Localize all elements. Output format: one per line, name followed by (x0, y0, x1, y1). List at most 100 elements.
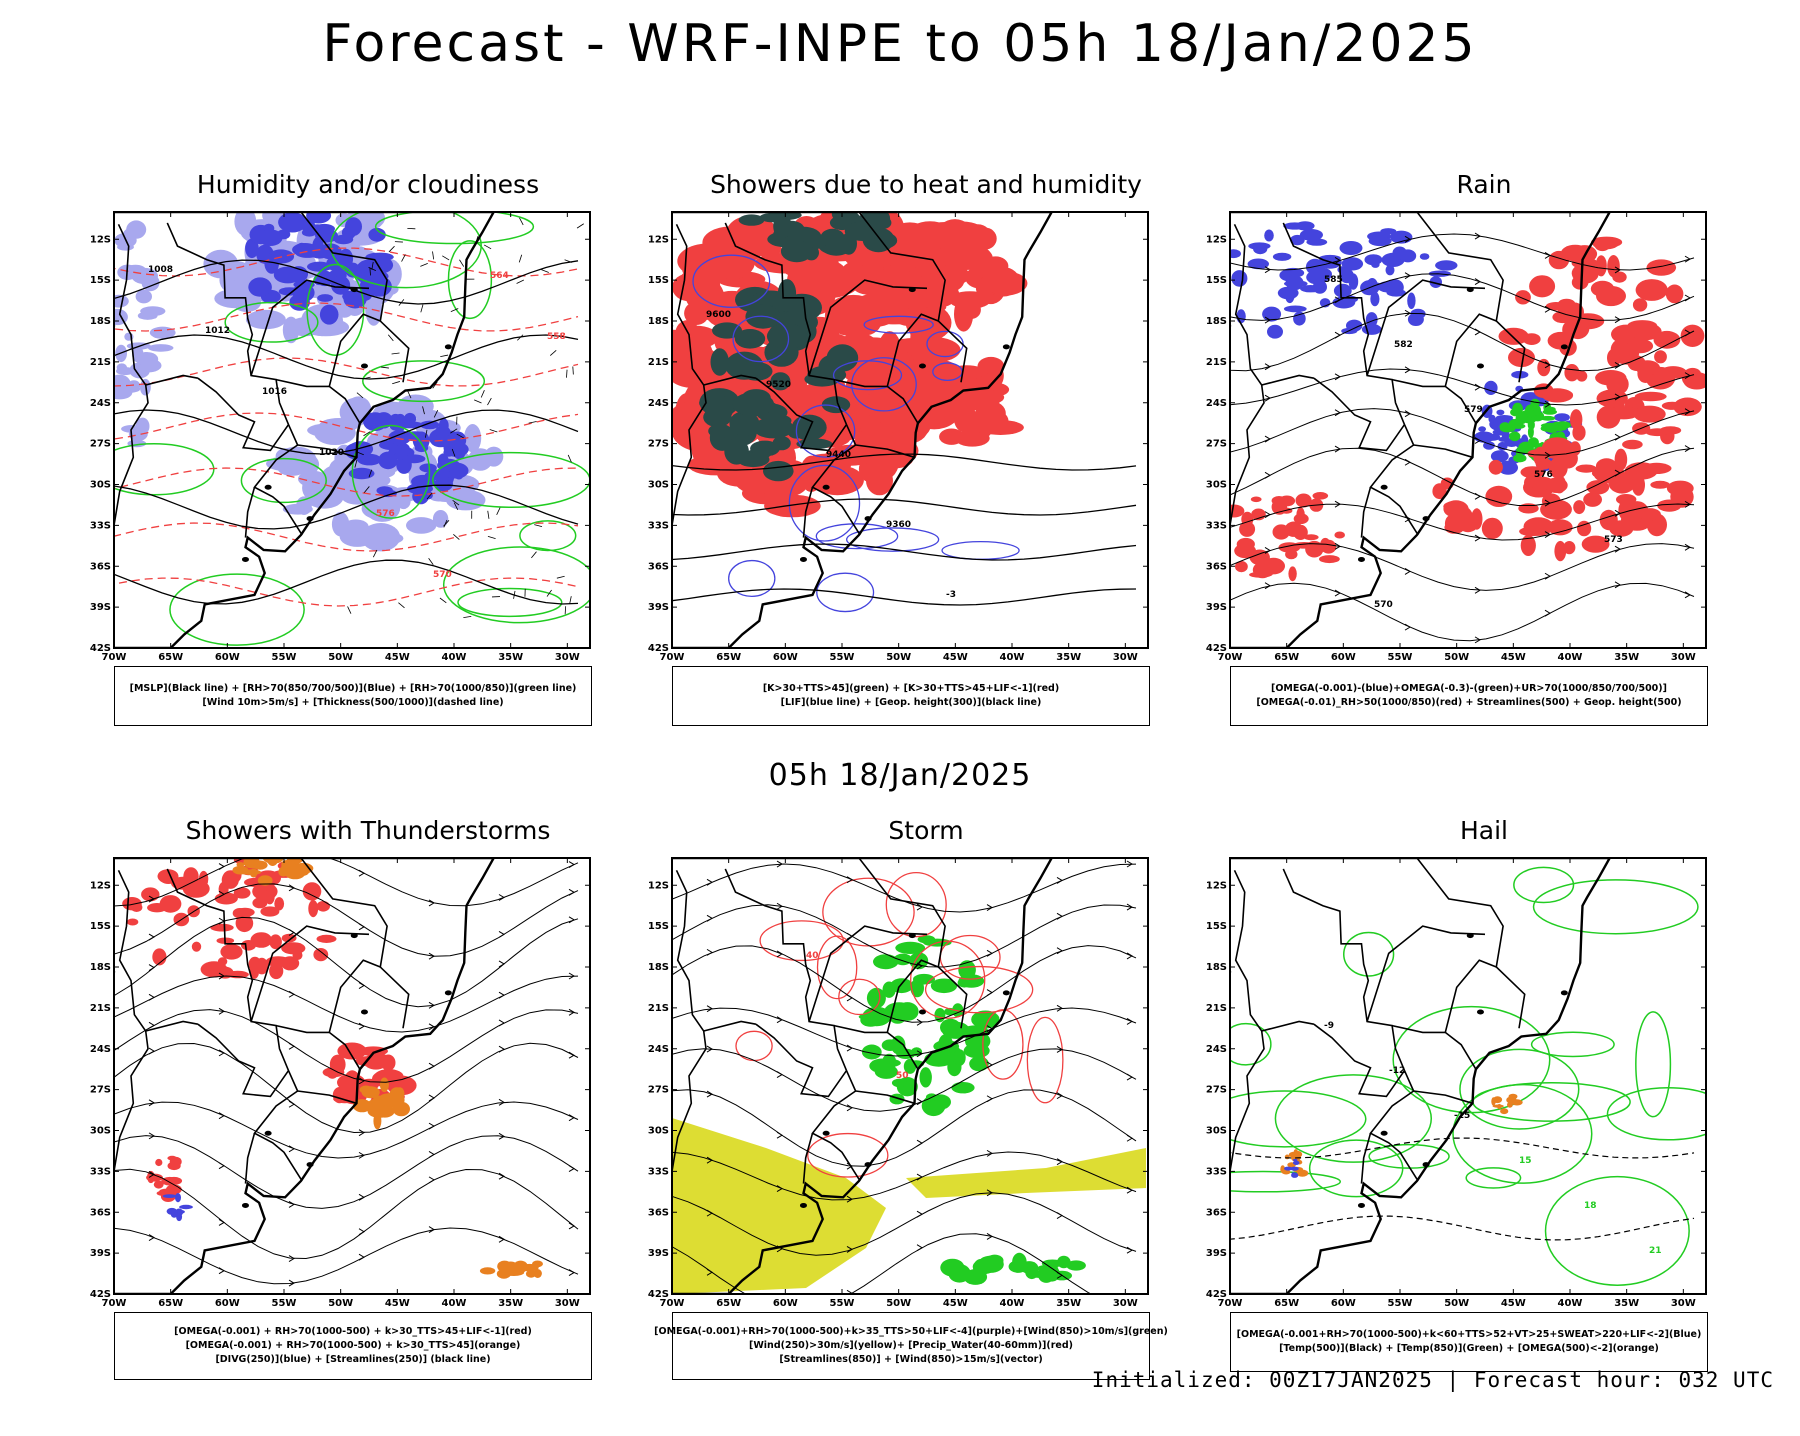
omega-red (1666, 285, 1684, 304)
kts-green (724, 438, 749, 464)
contour-label: 1012 (205, 326, 230, 336)
lon-label: 35W (1614, 652, 1639, 662)
contour-label: 570 (433, 570, 452, 580)
rh-blue-dark (427, 470, 453, 479)
contour-label: 50 (896, 1071, 909, 1081)
lon-label: 50W (1444, 652, 1469, 662)
omega-red (1596, 458, 1617, 474)
lon-label: 60W (215, 1298, 240, 1308)
omega-blue (1340, 241, 1363, 255)
lake (823, 1131, 830, 1136)
rh-blue-dark (317, 294, 333, 302)
omega-red (1570, 409, 1582, 430)
lat-label: 24S (1206, 398, 1227, 409)
lon-label: 40W (442, 1298, 467, 1308)
lat-label: 15S (648, 921, 669, 932)
storm-red (249, 957, 262, 971)
lat-label: 24S (90, 398, 111, 409)
hail-map: -9-12-1515182112S15S18S21S24S27S30S33S36… (1204, 848, 1764, 1308)
map-background (1230, 858, 1706, 1294)
contour-label: 21 (1649, 1246, 1662, 1256)
wind-green (940, 1019, 961, 1036)
lat-label: 21S (648, 357, 669, 368)
wind-green (894, 954, 912, 966)
kts-green (778, 279, 796, 307)
rh-blue-light (361, 523, 400, 551)
omega-red (1636, 279, 1668, 301)
panel-legend: [MSLP](Black line) + [RH>70(850/700/500)… (114, 666, 592, 726)
contour-label: 582 (1394, 340, 1413, 350)
omega-red (1650, 481, 1670, 489)
lat-label: 33S (648, 1166, 669, 1177)
wind-green (873, 954, 898, 969)
lon-label: 55W (830, 1298, 855, 1308)
omega-blue (1337, 266, 1345, 273)
lake (1003, 344, 1010, 349)
lake (909, 287, 916, 292)
panel-title: Showers due to heat and humidity (646, 170, 1206, 199)
storm-orange (233, 866, 249, 875)
contour-label: 570 (1374, 600, 1393, 610)
lon-label: 35W (498, 1298, 523, 1308)
lake (307, 516, 314, 521)
omega-orange (1493, 1096, 1502, 1103)
omega-blue (1484, 381, 1497, 395)
lat-label: 27S (1206, 1085, 1227, 1096)
omega-blue (1236, 309, 1245, 323)
hail-blue (1293, 1161, 1300, 1165)
lat-label: 27S (648, 1085, 669, 1096)
omega-blue (1407, 293, 1415, 310)
rh-blue-dark (319, 243, 342, 259)
rh-blue-light (136, 290, 152, 304)
lake (351, 287, 358, 292)
storm-red (147, 903, 167, 912)
lon-label: 50W (1444, 1298, 1469, 1308)
lake (1381, 485, 1388, 490)
contour-label: 9600 (706, 310, 731, 320)
lon-label: 40W (1000, 1298, 1025, 1308)
rh-blue-dark (320, 305, 339, 325)
omega-blue (1400, 249, 1417, 262)
contour-label: 576 (1534, 470, 1553, 480)
lon-label: 35W (1056, 1298, 1081, 1308)
storm-red (161, 1177, 178, 1186)
lon-label: 40W (1558, 1298, 1583, 1308)
lat-label: 12S (90, 880, 111, 891)
lon-label: 30W (1671, 1298, 1696, 1308)
storm-red (192, 942, 201, 952)
omega-red (1635, 360, 1660, 375)
storm-red (167, 1156, 176, 1161)
legend-line: [Wind(250)>30m/s](yellow)+ [Precip_Water… (749, 1339, 1073, 1353)
lake (909, 933, 916, 938)
omega-red (1606, 373, 1628, 395)
legend-line: [Temp(500)](Black) + [Temp(850)](Green) … (1279, 1342, 1659, 1356)
lat-label: 30S (90, 480, 111, 491)
lon-label: 30W (1671, 652, 1696, 662)
panel-title: Hail (1204, 816, 1764, 845)
rh-blue-dark (342, 291, 371, 302)
lake (1381, 1131, 1388, 1136)
lon-label: 70W (102, 1298, 127, 1308)
legend-line: [MSLP](Black line) + [RH>70(850/700/500)… (130, 682, 577, 696)
omega-red (1596, 286, 1626, 306)
lat-label: 33S (1206, 520, 1227, 531)
omega-red (1537, 359, 1550, 376)
lon-label: 55W (830, 652, 855, 662)
storm-orange (370, 1098, 392, 1105)
omega-red (1542, 388, 1573, 402)
divg-blue (163, 1194, 177, 1198)
omega-blue (1365, 254, 1383, 265)
lon-label: 30W (1113, 1298, 1138, 1308)
omega-green (1509, 431, 1520, 441)
rh-blue-light (278, 461, 306, 476)
wind-green (957, 1085, 973, 1093)
storm-red (303, 882, 322, 900)
kts-green (750, 441, 780, 457)
omega-blue (1267, 325, 1283, 339)
storm-red (168, 1162, 181, 1170)
lake (1423, 1162, 1430, 1167)
omega-red (1272, 496, 1287, 505)
lat-label: 15S (1206, 275, 1227, 286)
showers-heat-map: 9600952094409360-312S15S18S21S24S27S30S3… (646, 202, 1206, 662)
